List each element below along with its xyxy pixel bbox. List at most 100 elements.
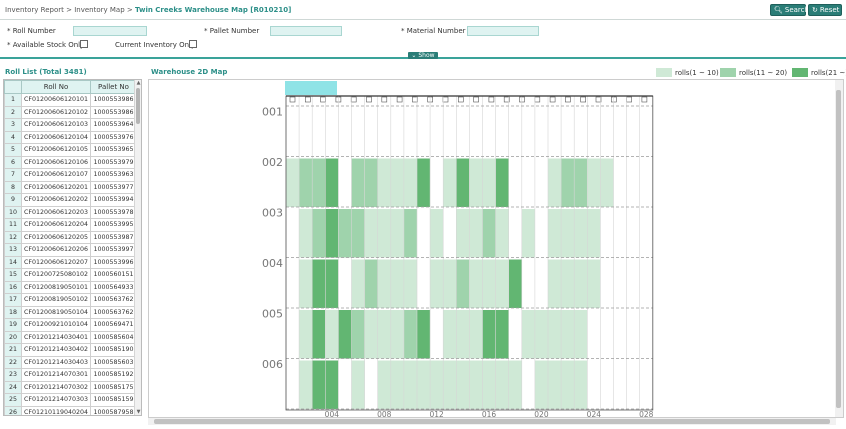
storage-cell[interactable] (443, 158, 457, 208)
roll-no-cell[interactable]: CF01200606120102 (21, 105, 91, 119)
storage-cell[interactable] (351, 310, 365, 359)
roll-no-cell[interactable]: CF01210119040204 (21, 405, 91, 415)
storage-cell[interactable] (377, 310, 391, 359)
pallet-no-cell[interactable]: 1000563762 (90, 293, 137, 307)
storage-cell[interactable] (443, 310, 457, 359)
map-horizontal-scroll-thumb[interactable] (154, 419, 830, 424)
storage-cell[interactable] (364, 310, 378, 359)
storage-cell[interactable] (351, 158, 365, 208)
table-row[interactable]: 18 CF01200819050104 1000563762 (4, 305, 137, 319)
storage-cell[interactable] (469, 209, 483, 258)
storage-cell[interactable] (456, 360, 470, 410)
storage-cell[interactable] (456, 209, 470, 258)
pallet-no-cell[interactable]: 1000553977 (90, 180, 137, 194)
storage-cell[interactable] (443, 360, 457, 410)
pallet-no-cell[interactable]: 1000553986 (90, 93, 137, 107)
roll-list-scroll-thumb[interactable] (136, 88, 140, 124)
storage-cell[interactable] (390, 360, 404, 410)
storage-cell[interactable] (299, 158, 313, 208)
pallet-no-cell[interactable]: 1000585604 (90, 330, 137, 344)
table-row[interactable]: 1 CF01200606120101 1000553986 (4, 93, 137, 107)
storage-cell[interactable] (456, 310, 470, 359)
storage-cell[interactable] (417, 310, 431, 359)
table-row[interactable]: 14 CF01200606120207 1000553996 (4, 255, 137, 269)
pallet-no-cell[interactable]: 1000569471 (90, 318, 137, 332)
storage-cell[interactable] (495, 360, 509, 410)
storage-cell[interactable] (482, 209, 496, 258)
storage-cell[interactable] (574, 310, 588, 359)
roll-no-cell[interactable]: CF01200606120107 (21, 168, 91, 182)
search-button[interactable]: 🔍︎ Search (770, 4, 809, 16)
roll-no-cell[interactable]: CF01201214070301 (21, 368, 91, 382)
pallet-no-cell[interactable]: 1000553979 (90, 155, 137, 169)
storage-cell[interactable] (482, 310, 496, 359)
table-row[interactable]: 15 CF01200725080102 1000560151 (4, 268, 137, 282)
storage-cell[interactable] (548, 259, 562, 309)
storage-cell[interactable] (299, 360, 313, 410)
pallet-no-cell[interactable]: 1000585192 (90, 368, 137, 382)
scroll-down-icon[interactable]: ▼ (136, 409, 141, 415)
storage-cell[interactable] (508, 360, 522, 410)
map-vertical-scrollbar[interactable] (835, 80, 843, 417)
roll-no-cell[interactable]: CF01200606120205 (21, 230, 91, 244)
storage-cell[interactable] (299, 310, 313, 359)
table-row[interactable]: 17 CF01200819050102 1000563762 (4, 293, 137, 307)
pallet-no-cell[interactable]: 1000553997 (90, 243, 137, 257)
storage-cell[interactable] (469, 310, 483, 359)
table-row[interactable]: 13 CF01200606120206 1000553997 (4, 243, 137, 257)
roll-no-cell[interactable]: CF01201214030401 (21, 330, 91, 344)
storage-cell[interactable] (312, 360, 326, 410)
storage-cell[interactable] (312, 310, 326, 359)
material-number-input[interactable] (467, 26, 539, 36)
pallet-no-cell[interactable]: 1000553978 (90, 205, 137, 219)
table-row[interactable]: 5 CF01200606120105 1000553965 (4, 143, 137, 157)
storage-cell[interactable] (338, 209, 352, 258)
pallet-no-cell[interactable]: 1000553986 (90, 105, 137, 119)
roll-no-cell[interactable]: CF01200819050101 (21, 280, 91, 294)
pallet-no-cell[interactable]: 1000553995 (90, 218, 137, 232)
pallet-no-cell[interactable]: 1000585190 (90, 343, 137, 357)
storage-cell[interactable] (443, 259, 457, 309)
storage-cell[interactable] (561, 259, 575, 309)
table-row[interactable]: 26 CF01210119040204 1000587958 (4, 405, 137, 415)
pallet-no-cell[interactable]: 1000553994 (90, 193, 137, 207)
show-filters-button[interactable]: ⌄ Show (408, 52, 438, 59)
table-row[interactable]: 8 CF01200606120201 1000553977 (4, 180, 137, 194)
storage-cell[interactable] (482, 158, 496, 208)
pallet-no-cell[interactable]: 1000585175 (90, 380, 137, 394)
storage-cell[interactable] (390, 310, 404, 359)
storage-cell[interactable] (417, 360, 431, 410)
table-row[interactable]: 23 CF01201214070301 1000585192 (4, 368, 137, 382)
table-row[interactable]: 4 CF01200606120104 1000553976 (4, 130, 137, 144)
storage-cell[interactable] (469, 360, 483, 410)
pallet-no-cell[interactable]: 1000585603 (90, 355, 137, 369)
storage-cell[interactable] (351, 209, 365, 258)
roll-no-cell[interactable]: CF01200921010104 (21, 318, 91, 332)
storage-cell[interactable] (521, 310, 535, 359)
roll-no-cell[interactable]: CF01200606120104 (21, 130, 91, 144)
storage-cell[interactable] (548, 310, 562, 359)
storage-cell[interactable] (338, 310, 352, 359)
storage-cell[interactable] (561, 209, 575, 258)
breadcrumb-item-inventory-map[interactable]: Inventory Map (74, 6, 125, 14)
storage-cell[interactable] (574, 209, 588, 258)
roll-no-cell[interactable]: CF01200606120206 (21, 243, 91, 257)
table-row[interactable]: 3 CF01200606120103 1000553964 (4, 118, 137, 132)
table-row[interactable]: 10 CF01200606120203 1000553978 (4, 205, 137, 219)
storage-cell[interactable] (325, 360, 339, 410)
map-horizontal-scrollbar[interactable] (148, 418, 836, 425)
pallet-no-cell[interactable]: 1000587958 (90, 405, 137, 415)
storage-cell[interactable] (390, 209, 404, 258)
storage-cell[interactable] (403, 209, 417, 258)
storage-cell[interactable] (351, 360, 365, 410)
storage-cell[interactable] (574, 158, 588, 208)
reset-button[interactable]: ↻ Reset (808, 4, 842, 16)
storage-cell[interactable] (390, 158, 404, 208)
warehouse-map-canvas[interactable]: 001 002 003 004 005 006 004 008 012 016 020 024 028 (149, 80, 835, 418)
storage-cell[interactable] (561, 158, 575, 208)
table-row[interactable]: 25 CF01201214070303 1000585159 (4, 393, 137, 407)
storage-cell[interactable] (325, 259, 339, 309)
storage-cell[interactable] (561, 360, 575, 410)
storage-cell[interactable] (456, 158, 470, 208)
roll-no-cell[interactable]: CF01200819050104 (21, 305, 91, 319)
